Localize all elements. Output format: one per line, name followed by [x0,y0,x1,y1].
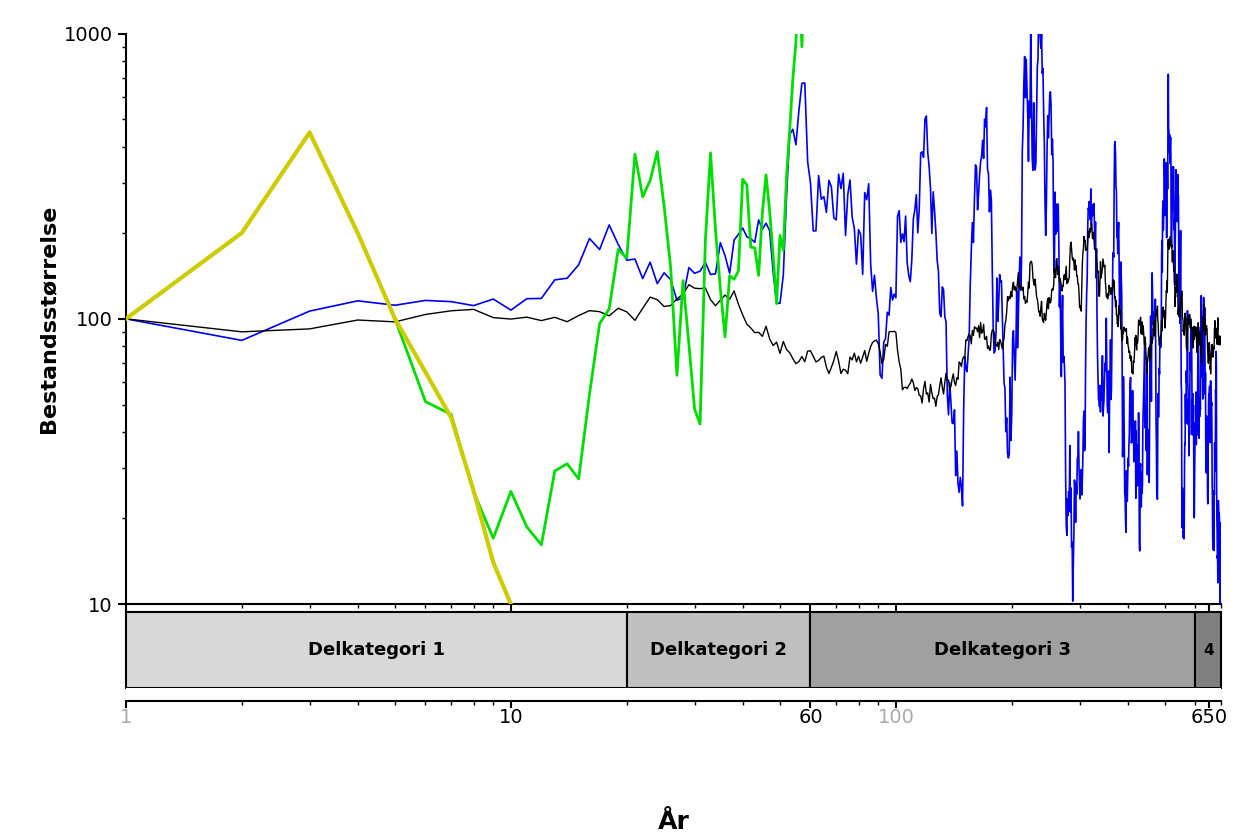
Text: 100: 100 [878,708,914,727]
Bar [811,612,1196,688]
Text: Delkategori 3: Delkategori 3 [934,641,1071,659]
Bar [627,612,811,688]
Bar [126,612,627,688]
Text: Delkategori 2: Delkategori 2 [650,641,787,659]
Text: 1: 1 [120,708,132,727]
Bar [1196,612,1221,688]
Text: 10: 10 [499,708,524,727]
Text: 4: 4 [1204,643,1214,658]
Text: 650: 650 [1190,708,1228,727]
Text: År: År [657,810,690,834]
Y-axis label: Bestandsstørrelse: Bestandsstørrelse [38,205,58,433]
Text: 60: 60 [798,708,823,727]
Text: Delkategori 1: Delkategori 1 [308,641,444,659]
